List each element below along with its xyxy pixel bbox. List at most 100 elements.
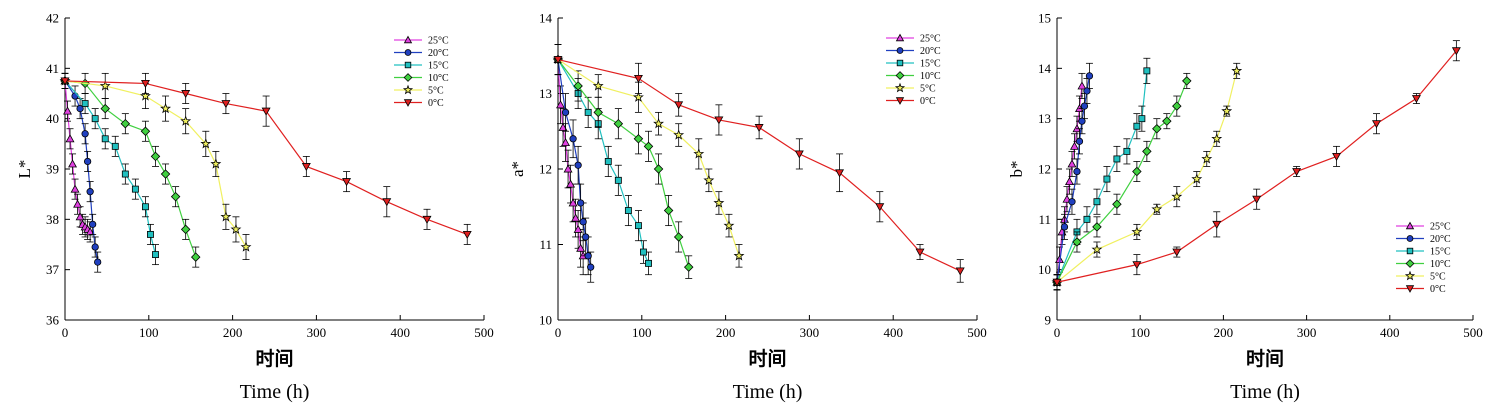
chart1-series-15-c-point <box>640 248 647 256</box>
chart1-series-15-c-point <box>604 158 612 165</box>
chart0-series-0-c-point <box>301 163 311 172</box>
chart2-series-5-c-point <box>1191 173 1203 184</box>
chart1-series-25-c-point <box>571 213 581 222</box>
chart0-series-5-c-point <box>210 158 222 169</box>
chart1-legend-label: 0°C <box>920 96 936 107</box>
chart2-series-10-c-line <box>1056 80 1188 283</box>
chart0-series-0-c-point <box>140 79 150 89</box>
chart1-legend-label: 25°C <box>920 34 941 45</box>
chart1-series-25-c-point <box>576 243 586 252</box>
chart0-series-20-c-point <box>83 157 92 166</box>
chart2-series-5-c-point <box>1231 65 1243 76</box>
chart1-series-10-c-point <box>683 262 694 272</box>
chart1-series-5-c-point <box>633 91 644 102</box>
chart2-series-15-c-point <box>1138 115 1146 123</box>
chart2-legend-swatch-marker <box>1405 285 1415 293</box>
chart2-series-25-c-point <box>1069 141 1079 150</box>
chart0-series-0-c-line <box>64 80 468 235</box>
chart1-series-25-c-point <box>556 100 565 109</box>
chart0-x-tick-label: 0 <box>62 325 69 340</box>
chart0-series-15-c-point <box>131 185 139 193</box>
chart0-series-5-c-point <box>220 211 232 222</box>
chart2-series-5-c-point <box>1221 105 1233 116</box>
chart1-y-tick-label: 14 <box>539 11 553 26</box>
chart0-x-tick-label: 300 <box>307 325 327 340</box>
chart2-series-0-c-point <box>1252 195 1262 204</box>
chart2-series-10-c-point <box>1072 237 1082 247</box>
chart2-legend-swatch-marker <box>1406 247 1414 255</box>
chart2-series-0-c-point <box>1172 248 1182 257</box>
chart2-x-axis-title-cn: 时间 <box>1246 348 1284 370</box>
chart0-series-15-c-point <box>147 230 154 238</box>
chart0-series-0-c-point <box>462 230 472 240</box>
chart1-series-15-c-point <box>645 259 652 267</box>
chart1-y-axis-title: a* <box>508 161 527 177</box>
chart2-y-tick-label: 15 <box>1038 11 1051 26</box>
chart1-legend-label: 20°C <box>920 46 941 57</box>
chart1-y-tick-label: 12 <box>539 162 552 177</box>
chart2-x-tick-label: 0 <box>1054 325 1061 340</box>
chart1-series-10-c-point <box>673 232 684 242</box>
chart2-series-0-c-line <box>1056 50 1457 283</box>
chart1-x-tick-label: 100 <box>632 325 652 340</box>
chart-b-star: 9 10 11 12 13 14 15 0 100 200 300 400 500 b* 时间 Time (h… <box>1007 11 1483 404</box>
chart2-legend-label: 15°C <box>1430 247 1451 258</box>
chart2-x-tick-label: 300 <box>1297 325 1317 340</box>
chart2-series-10-c-point <box>1172 101 1182 111</box>
chart0-series-15-c-point <box>111 142 119 150</box>
chart2-legend-swatch-marker <box>1404 270 1416 281</box>
chart0-series-20-c-point <box>81 130 89 138</box>
chart1-series-15-c-point <box>614 176 622 184</box>
chart2-series-20-c-point <box>1075 137 1084 145</box>
chart0-legend-label: 15°C <box>428 61 449 72</box>
chart1-series-10-c-line <box>557 59 690 268</box>
chart0-series-5-c-point <box>99 80 111 91</box>
chart1-x-axis-title-en: Time (h) <box>733 381 803 403</box>
chart0-x-tick-label: 500 <box>474 325 494 340</box>
chart1-series-20-c-point <box>584 252 592 260</box>
chart0-series-10-c-point <box>150 151 161 162</box>
chart2-series-20-c-point <box>1085 72 1094 80</box>
chart1-series-25-c-point <box>558 122 568 131</box>
chart1-x-axis-title-cn: 时间 <box>748 348 786 370</box>
chart0-legend: 25°C20°C 15°C10°C 5°C0°C <box>394 35 449 109</box>
chart2-x-tick-label: 200 <box>1214 325 1234 340</box>
chart0-series-15-c-point <box>121 170 129 178</box>
chart1-series-10-c-point <box>663 205 674 216</box>
chart2-series-10-c-point <box>1162 116 1172 126</box>
chart1-x-tick-label: 500 <box>967 325 987 340</box>
chart2-series-20-c-point <box>1080 102 1089 110</box>
chart1-series-10-c-point <box>653 164 664 174</box>
chart0-series-5-c-point <box>140 90 151 101</box>
chart0-y-tick-label: 36 <box>46 313 60 328</box>
chart1-series-0-c-point <box>955 267 965 276</box>
chart0-legend-label: 0°C <box>428 98 444 109</box>
chart0-legend-label: 25°C <box>428 36 449 47</box>
chart2-series-5-c-point <box>1151 203 1163 214</box>
chart0-legend-label: 10°C <box>428 73 449 84</box>
chart0-x-tick-label: 400 <box>390 325 410 340</box>
chart0-series-20-c-point <box>86 188 94 196</box>
chart0-series-25-c-point <box>85 227 95 236</box>
chart1-y-tick-label: 10 <box>539 313 552 328</box>
chart1-y-tick-label: 13 <box>539 86 552 101</box>
chart0-legend-swatch-marker <box>403 99 413 107</box>
chart1-legend-swatch-marker <box>896 59 904 67</box>
chart1-series-15-c-point <box>584 108 592 116</box>
chart1-y-tick-label: 11 <box>539 237 552 252</box>
chart2-y-tick-label: 10 <box>1038 262 1051 277</box>
chart1-series-20-c-point <box>569 135 577 143</box>
chart0-series-10-c-point <box>170 191 181 202</box>
chart1-series-10-c-point <box>593 107 603 118</box>
chart0-series-10-c-point <box>120 118 131 129</box>
chart1-legend-swatch-marker <box>895 33 905 42</box>
chart2-y-axis-title: b* <box>1007 161 1026 178</box>
chart2-y-tick-label: 12 <box>1038 162 1051 177</box>
chart2-legend-label: 0°C <box>1430 284 1446 295</box>
chart2-series-5-c-point <box>1211 133 1223 144</box>
chart0-legend-swatch-marker <box>403 35 413 44</box>
chart1-series-0-c-point <box>915 248 925 257</box>
chart1-series-25-c-point <box>563 164 573 173</box>
chart1-series-0-c-point <box>835 169 845 178</box>
